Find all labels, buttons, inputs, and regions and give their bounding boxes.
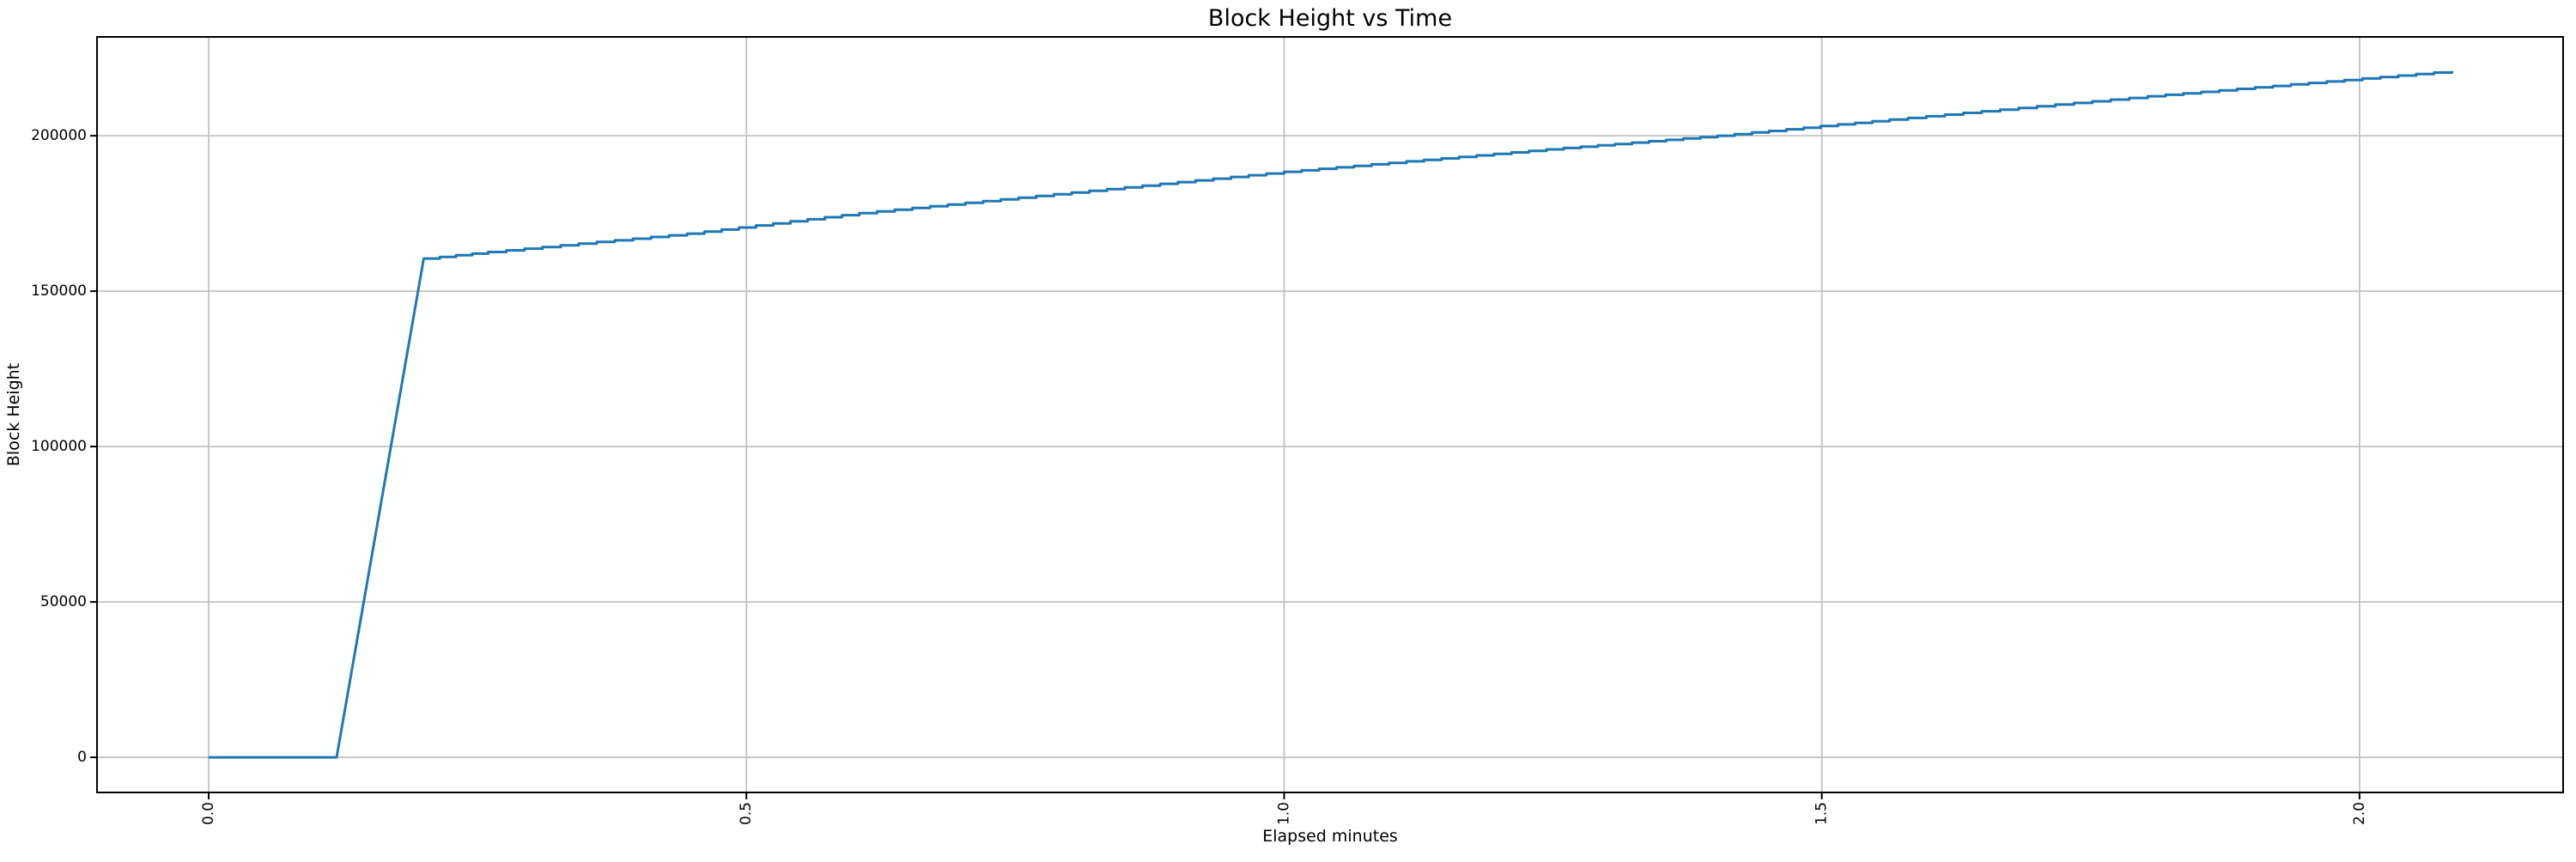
x-tick-label: 2.0 xyxy=(2351,802,2368,825)
x-tick-label: 1.5 xyxy=(1814,802,1831,825)
y-tick-label: 100000 xyxy=(31,438,87,455)
x-axis-label: Elapsed minutes xyxy=(1262,827,1398,846)
y-tick-label: 50000 xyxy=(40,593,87,610)
axes-spines xyxy=(96,36,2564,793)
chart-title: Block Height vs Time xyxy=(1208,5,1452,32)
x-tick-label: 0.5 xyxy=(738,802,755,825)
x-tick-label: 0.0 xyxy=(200,802,217,825)
y-tick-label: 0 xyxy=(77,749,87,766)
block-height-line xyxy=(209,70,2454,759)
x-tick-label: 1.0 xyxy=(1275,802,1292,825)
plot-area: 0.0 0.5 1.0 1.5 2.0 0 50000 100000 150000 200000 xyxy=(31,36,2564,825)
y-tick-label: 150000 xyxy=(31,282,87,300)
y-axis-label: Block Height xyxy=(4,363,23,466)
y-tick-label: 200000 xyxy=(31,127,87,144)
